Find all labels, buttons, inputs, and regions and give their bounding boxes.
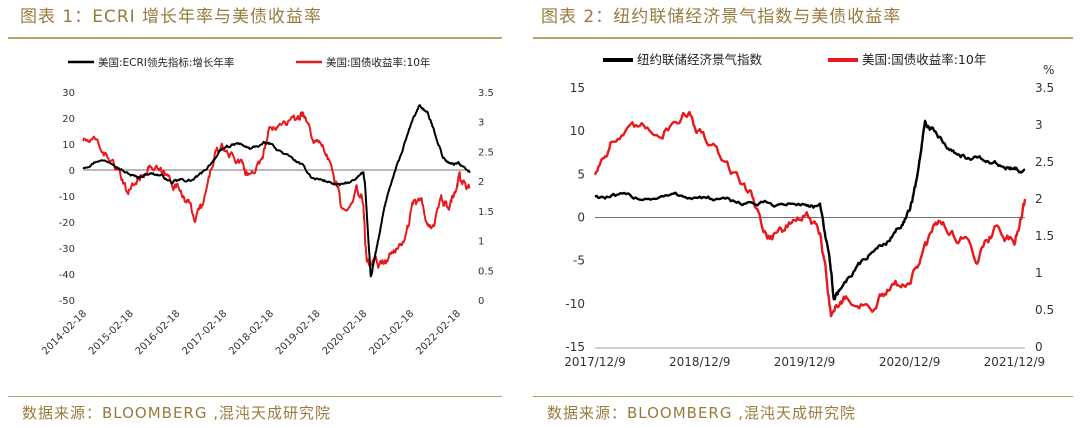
y-left-tick-label: -20 <box>59 218 75 229</box>
y-right-tick-label: 2.5 <box>1035 155 1054 169</box>
x-tick-label: 2014-02-18 <box>40 308 89 357</box>
y-right-tick-label: 3.5 <box>478 88 494 99</box>
x-tick-label: 2020/12/9 <box>879 355 941 369</box>
x-tick-label: 2021-02-18 <box>367 308 416 357</box>
y-right-tick-label: 0 <box>1035 340 1043 354</box>
y-left-tick-label: -50 <box>59 296 75 307</box>
y-right-tick-label: 1.5 <box>478 207 494 218</box>
y-left-tick-label: -10 <box>565 297 585 311</box>
y-right-unit-label: % <box>1043 63 1054 77</box>
series-line-left-axis <box>594 119 1026 301</box>
figure-2-title: 图表 2：纽约联储经济景气指数与美债收益率 <box>541 7 902 27</box>
y-right-tick-label: 0 <box>478 296 484 307</box>
legend-label: 美国:国债收益率:10年 <box>326 56 430 69</box>
x-tick-label: 2018/12/9 <box>669 355 731 369</box>
figure-1-title: 图表 1：ECRI 增长年率与美债收益率 <box>20 7 323 27</box>
figure-1-title-rule <box>8 37 502 39</box>
y-right-tick-label: 3 <box>1035 118 1043 132</box>
figure-2-source: 数据来源：BLOOMBERG ,混沌天成研究院 <box>547 404 857 422</box>
y-right-tick-label: 1.5 <box>1035 229 1054 243</box>
y-left-tick-label: 10 <box>570 124 585 138</box>
y-left-tick-label: 0 <box>69 166 75 177</box>
x-tick-label: 2021/12/9 <box>984 355 1046 369</box>
y-left-tick-label: -40 <box>59 270 75 281</box>
x-tick-label: 2017-02-18 <box>181 308 230 357</box>
y-right-tick-label: 1 <box>1035 266 1043 280</box>
y-left-tick-label: 5 <box>577 167 585 181</box>
y-right-tick-label: 0.5 <box>478 266 494 277</box>
y-right-tick-label: 2 <box>1035 192 1043 206</box>
y-left-tick-label: 0 <box>577 211 585 225</box>
figure-1-bottom-rule <box>8 396 502 397</box>
y-left-tick-label: -30 <box>59 244 75 255</box>
y-left-tick-label: 10 <box>62 140 75 151</box>
x-tick-label: 2020-02-18 <box>321 308 370 357</box>
x-tick-label: 2019/12/9 <box>774 355 836 369</box>
series-line-right-axis <box>593 110 1027 318</box>
x-tick-label: 2016-02-18 <box>134 308 183 357</box>
y-right-tick-label: 3 <box>478 118 484 129</box>
y-left-tick-label: -5 <box>573 254 585 268</box>
figure-2-title-rule <box>533 37 1073 39</box>
x-tick-label: 2015-02-18 <box>87 308 136 357</box>
y-right-tick-label: 2 <box>478 177 484 188</box>
y-left-tick-label: 30 <box>62 88 75 99</box>
y-left-tick-label: -10 <box>59 192 75 203</box>
legend-label: 美国:ECRI领先指标:增长年率 <box>98 56 234 69</box>
series-line-left-axis <box>82 104 471 278</box>
legend-label: 美国:国债收益率:10年 <box>862 52 986 67</box>
figure-2-bottom-rule <box>533 396 1073 397</box>
series-line-right-axis <box>82 111 471 269</box>
y-left-tick-label: 15 <box>570 81 585 95</box>
y-right-tick-label: 1 <box>478 237 484 248</box>
figure-2-chart: 15 10 5 0 -5 -10 -15 3.5 3 2.5 2 1.5 1 0.5 0% 2017/12/9… <box>564 52 1054 369</box>
y-left-tick-label: 20 <box>62 114 75 125</box>
figure-1-chart: 30 20 10 0 -10 -20 -30 -40 -50 3.5 3 2.5 2 1.5 1 0.5 0 20… <box>40 56 494 357</box>
y-right-tick-label: 2.5 <box>478 147 494 158</box>
x-tick-label: 2018-02-18 <box>227 308 276 357</box>
y-right-tick-label: 3.5 <box>1035 81 1054 95</box>
legend-label: 纽约联储经济景气指数 <box>637 52 763 67</box>
x-tick-label: 2022-02-18 <box>414 308 463 357</box>
x-tick-label: 2017/12/9 <box>564 355 626 369</box>
figure-1-source: 数据来源：BLOOMBERG ,混沌天成研究院 <box>22 404 332 422</box>
y-right-tick-label: 0.5 <box>1035 303 1054 317</box>
y-left-tick-label: -15 <box>565 340 585 354</box>
x-tick-label: 2019-02-18 <box>274 308 323 357</box>
